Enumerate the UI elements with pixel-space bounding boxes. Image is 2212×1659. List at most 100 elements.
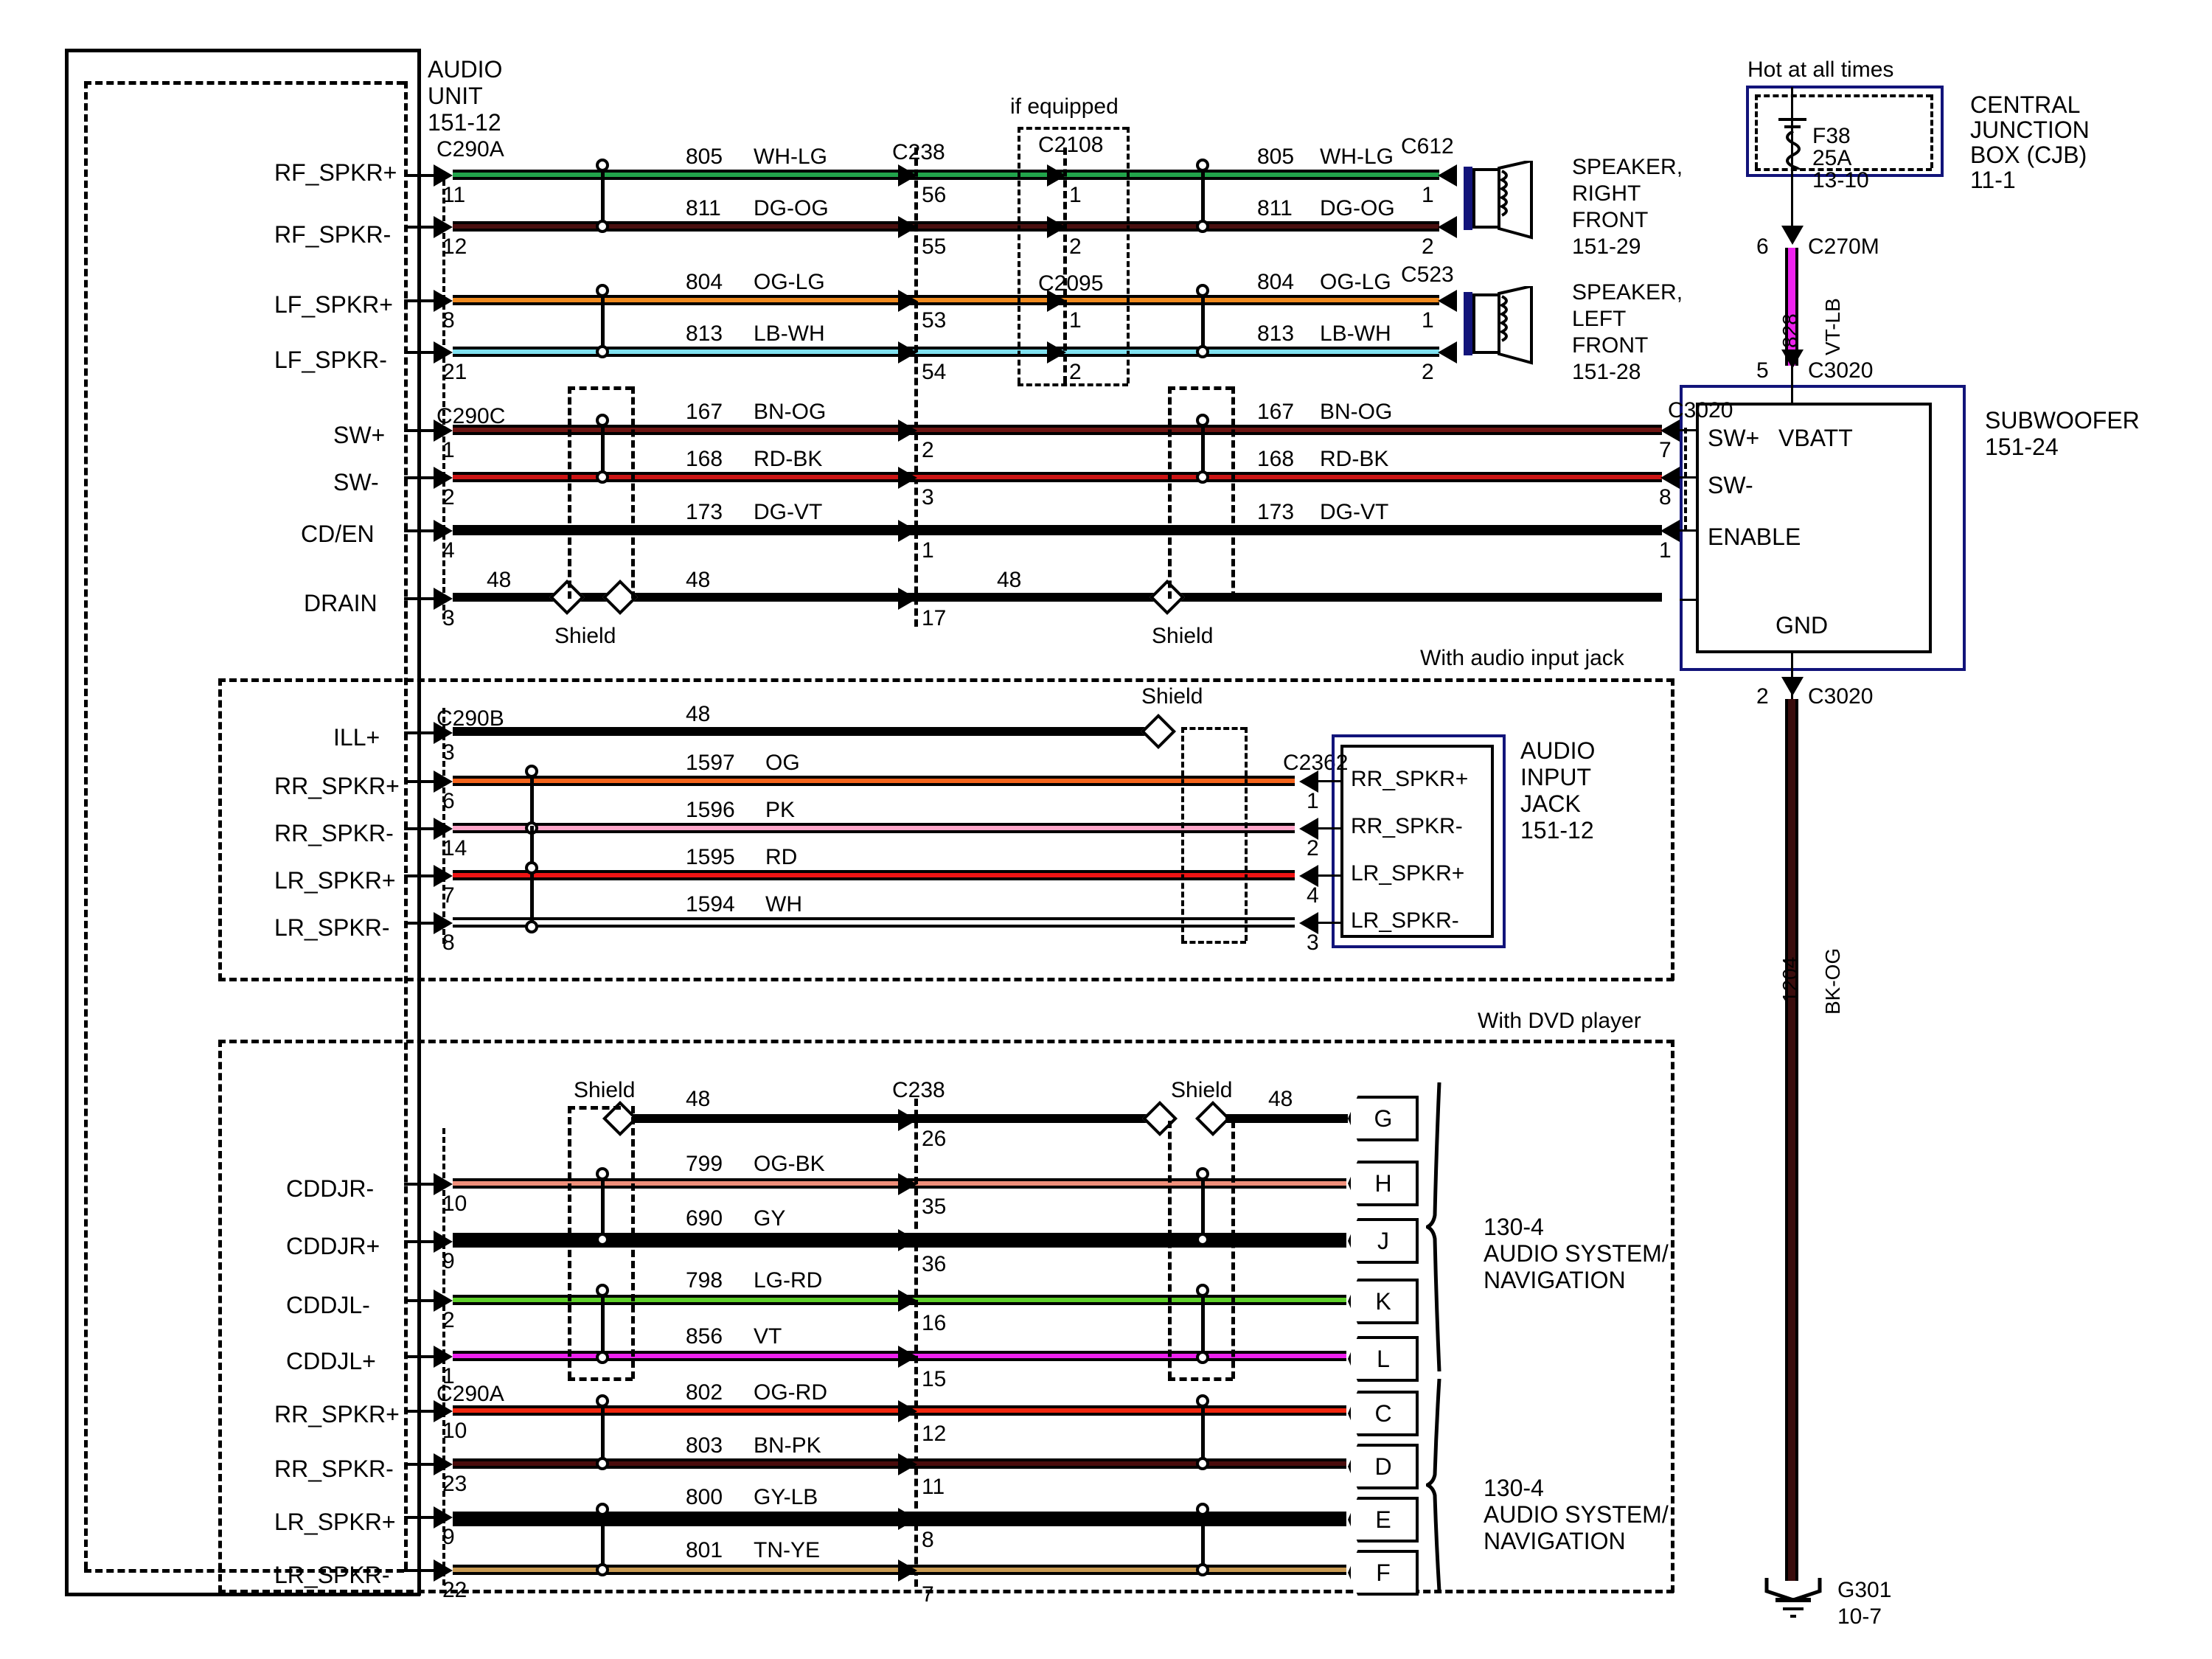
jack-pin-rr-minus: RR_SPKR- [1351,814,1463,838]
ground-id: G301 [1837,1578,1892,1602]
c2095-arrow-row3 [1047,290,1066,312]
c238-pin-2: 2 [922,438,934,462]
lead-dvd-lr-minus [404,1569,448,1572]
subwoofer-outer-box [1680,385,1966,671]
wire-dvd-48-right [1225,1114,1348,1123]
splice-bar-805-811 [601,171,605,227]
connector-arrow-jack-rr-plus [434,771,453,793]
tag-connector-e[interactable]: E [1348,1497,1419,1543]
c290a-connector-dash [442,171,445,619]
note-with-audio-input-jack: With audio input jack [1420,646,1624,670]
splice-798-right [1196,1284,1209,1297]
splice-bar-799-690 [601,1180,605,1243]
connector-arrow-sw-minus [434,467,453,489]
audio-unit-inner-dash-bottom [84,1569,404,1573]
c3020-pin-1-enable: 1 [1659,538,1672,563]
audio-input-jack-line2: INPUT [1520,764,1591,790]
c238-arrow-sw-plus [898,420,917,442]
connector-label-c3020-left: C3020 [1668,398,1733,422]
wire-number-813: 813 [686,321,723,346]
cjb-dash-left [1755,94,1758,168]
c2108-pin-2: 2 [1069,234,1082,259]
tag-connector-g[interactable]: G [1348,1096,1419,1141]
audio-nav-upper-line1: AUDIO SYSTEM/ [1484,1240,1669,1267]
unit-pin-jack-rr-plus: 6 [442,789,455,813]
c238-pin-16: 16 [922,1311,947,1335]
wire-color-168-right: RD-BK [1320,447,1389,471]
c2362-arrow-lr-minus [1299,912,1318,934]
c2362-shield-dash-right [1245,727,1248,941]
connector-arrow-dvd-lr-plus [434,1506,453,1528]
c523-pin-2: 2 [1422,360,1434,384]
tag-connector-j[interactable]: J [1348,1218,1419,1264]
cjb-dash-right [1930,94,1933,168]
wire-number-802: 802 [686,1380,723,1405]
dvd-shield-bracket-left-top [568,1106,621,1110]
wire-number-1594: 1594 [686,892,735,917]
wire-drain-48 [453,593,1662,602]
dvd-section-top [218,1040,1674,1043]
splice-167-left [596,414,609,427]
unit-pin-jack-rr-minus: 14 [442,836,467,860]
wire-number-167: 167 [686,400,723,424]
cjb-power-lead [1791,177,1793,234]
audio-input-jack-line1: AUDIO [1520,737,1596,764]
wire-color-811: DG-OG [754,196,829,220]
connector-label-c3020-vbatt: C3020 [1808,358,1874,383]
wire-number-173-right: 173 [1257,500,1295,524]
jack-lead-rr-plus [1318,780,1342,782]
wire-number-1595: 1595 [686,845,735,869]
wire-color-vt-lb: VT-LB [1821,298,1844,355]
c238-arrow-cddjl-plus [898,1346,917,1368]
wire-number-173: 173 [686,500,723,524]
splice-bar-799-690-right [1201,1180,1205,1243]
tag-connector-l[interactable]: L [1348,1336,1419,1382]
tag-connector-c[interactable]: C [1348,1391,1419,1436]
subwoofer-lead-sw-minus [1680,476,1699,479]
shield-bracket-left-v2 [631,386,635,599]
pin-label-jack-rr-plus: RR_SPKR+ [274,773,400,799]
tag-connector-d[interactable]: D [1348,1444,1419,1489]
c2108-c2095-dash [1063,147,1067,383]
jack-lead-lr-minus [1318,922,1342,924]
speaker-left-front-ref: 151-28 [1572,360,1641,384]
c3020-pin-7: 7 [1659,438,1672,462]
cjb-outer-box [1746,86,1944,177]
c3020-gnd-arrow [1781,677,1804,696]
pin-label-dvd-lr-minus: LR_SPKR- [274,1562,390,1588]
unit-pin-cddjr-plus: 9 [442,1249,455,1273]
splice-bar-804-813 [601,296,605,352]
audio-unit-inner-dash-right [404,81,408,1569]
shield-label-right: Shield [1152,624,1214,648]
fuse-id: F38 [1812,124,1851,148]
shield-diamond-jack [1140,713,1177,750]
tag-connector-k[interactable]: K [1348,1279,1419,1324]
ground-ref: 10-7 [1837,1604,1882,1629]
shield-bracket-right-v2 [1231,386,1235,599]
unit-pin-cd-en: 4 [442,538,455,563]
tag-connector-f[interactable]: F [1348,1550,1419,1596]
speaker-right-front-line1: SPEAKER, [1572,155,1683,179]
wire-168 [453,472,1662,482]
tag-connector-h[interactable]: H [1348,1161,1419,1206]
subwoofer-pin-sw-plus: SW+ [1708,425,1760,451]
splice-813-top [596,345,609,358]
splice-811-top [596,220,609,233]
splice-804-top [596,284,609,297]
unit-pin-jack-lr-plus: 7 [442,883,455,908]
audio-unit-title-line1: AUDIO [428,56,503,83]
wire-1595 [453,870,1295,880]
c2362-shield-dash-bottom [1181,941,1246,944]
shield-bracket-left-top [568,386,633,390]
c238-arrow-cddjl-minus [898,1290,917,1312]
unit-pin-jack-lr-minus: 8 [442,931,455,955]
subwoofer-pin-sw-minus: SW- [1708,472,1753,498]
c238-pin-3: 3 [922,485,934,509]
c238-pin-56: 56 [922,183,947,207]
audio-input-jack-ref: 151-12 [1520,817,1594,844]
audio-nav-upper-line2: NAVIGATION [1484,1267,1626,1293]
wire-number-801: 801 [686,1538,723,1562]
c3020-dash [1684,428,1687,531]
subwoofer-inner-box [1696,403,1932,653]
wire-number-690: 690 [686,1206,723,1231]
